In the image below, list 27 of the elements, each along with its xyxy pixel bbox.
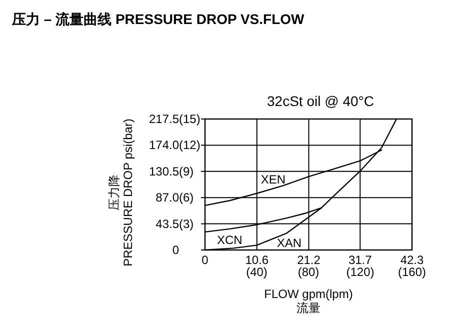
x2-tick-label: (80): [298, 265, 320, 279]
x-tick-label: 21.2: [297, 253, 321, 267]
y2-tick-label: (6): [179, 190, 194, 205]
y2-tick-label: (9): [179, 164, 194, 178]
y-axis-title: 压力降 PRESSURE DROP psi(bar): [107, 118, 135, 266]
y2-tick-label: (3): [179, 216, 194, 231]
x-tick-label: 31.7: [348, 253, 372, 267]
series-label: XCN: [217, 232, 242, 247]
x-tick-label: 42.3: [400, 253, 424, 267]
x-tick-label: 0: [202, 253, 209, 267]
series-label: XAN: [276, 236, 302, 250]
y2-tick-label: (15): [179, 112, 200, 126]
x2-tick-label: (120): [346, 265, 374, 279]
x-tick-label: 10.6: [245, 253, 269, 267]
y-tick-label: 87.0: [156, 190, 180, 205]
y-tick-label: 130.5: [148, 164, 180, 178]
y2-tick-label: (12): [179, 138, 200, 152]
y-tick-label: 174.0: [148, 138, 180, 152]
x2-tick-label: (40): [246, 265, 268, 279]
chart-title: 压力 – 流量曲线 PRESSURE DROP VS.FLOW: [11, 11, 306, 27]
y-tick-label: 0: [172, 243, 180, 257]
y-tick-label: 217.5: [148, 112, 180, 126]
series-label: XEN: [260, 172, 286, 187]
y-tick-label: 43.5: [156, 216, 180, 231]
chart-subtitle: 32cSt oil @ 40°C: [267, 93, 374, 109]
x-axis-title: FLOW gpm(lpm) 流量: [264, 287, 353, 315]
x2-tick-label: (160): [398, 265, 426, 279]
